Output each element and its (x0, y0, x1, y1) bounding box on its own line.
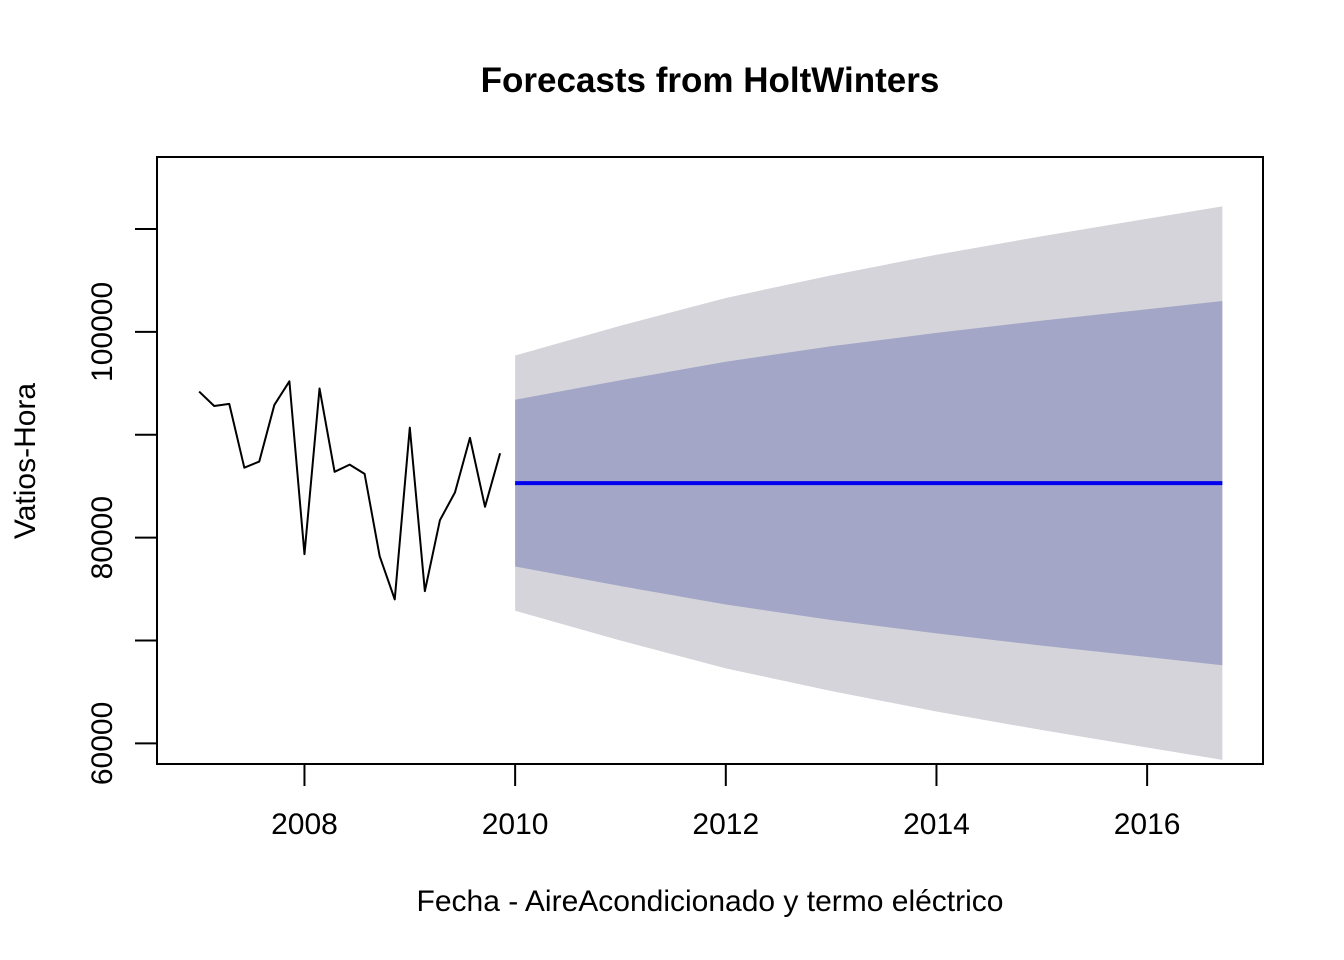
y-tick-label: 80000 (86, 496, 119, 579)
chart-title: Forecasts from HoltWinters (481, 61, 940, 100)
x-axis-label: Fecha - AireAcondicionado y termo eléctr… (417, 885, 1004, 918)
x-tick-label: 2010 (482, 808, 549, 841)
x-tick-label: 2012 (692, 808, 759, 841)
axes: 2008 2010 2012 2014 2016 60000 80000 100000 (86, 228, 1181, 841)
y-tick-label: 100000 (86, 282, 119, 382)
y-tick-label: 60000 (86, 702, 119, 785)
x-tick-label: 2014 (903, 808, 970, 841)
y-axis-label: Vatios-Hora (9, 383, 42, 539)
x-tick-label: 2008 (271, 808, 338, 841)
x-tick-label: 2016 (1114, 808, 1181, 841)
plot-area (198, 206, 1223, 760)
observed-series-line (198, 380, 502, 601)
